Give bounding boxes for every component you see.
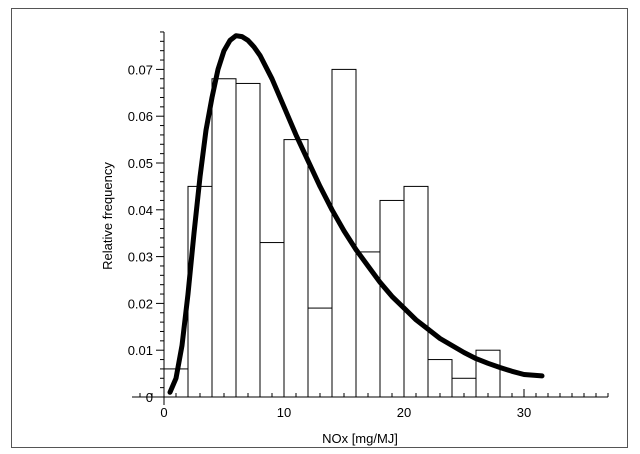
bars-group <box>163 68 501 398</box>
x-tick-label: 0 <box>160 405 167 420</box>
y-tick-label: 0.03 <box>128 250 153 265</box>
histogram-bar <box>259 242 285 398</box>
y-tick-label: 0 <box>146 390 153 405</box>
x-tick-label: 30 <box>517 405 531 420</box>
histogram-bar <box>427 359 453 398</box>
y-tick-label: 0.02 <box>128 296 153 311</box>
y-tick-label: 0.01 <box>128 343 153 358</box>
y-axis-label: Relative frequency <box>100 162 115 270</box>
histogram-bar <box>187 185 213 398</box>
histogram-bar <box>235 82 261 398</box>
y-tick-label: 0.07 <box>128 62 153 77</box>
y-tick-label: 0.04 <box>128 203 153 218</box>
y-tick-label: 0.05 <box>128 156 153 171</box>
histogram-bar <box>283 139 309 398</box>
histogram-bar <box>475 349 501 398</box>
histogram-bar <box>211 78 237 398</box>
histogram-bar <box>403 185 429 398</box>
density-curve <box>167 33 545 395</box>
histogram-bar <box>307 307 333 398</box>
x-tick-label: 20 <box>397 405 411 420</box>
curve-group <box>167 33 545 395</box>
x-axis-label: NOx [mg/MJ] <box>322 431 398 446</box>
x-tick-label: 10 <box>277 405 291 420</box>
axes-group: 0 10 20 30 0 0.01 0.02 0.03 0.04 0.05 0.06 0.07 <box>128 31 609 420</box>
y-tick-label: 0.06 <box>128 109 153 124</box>
